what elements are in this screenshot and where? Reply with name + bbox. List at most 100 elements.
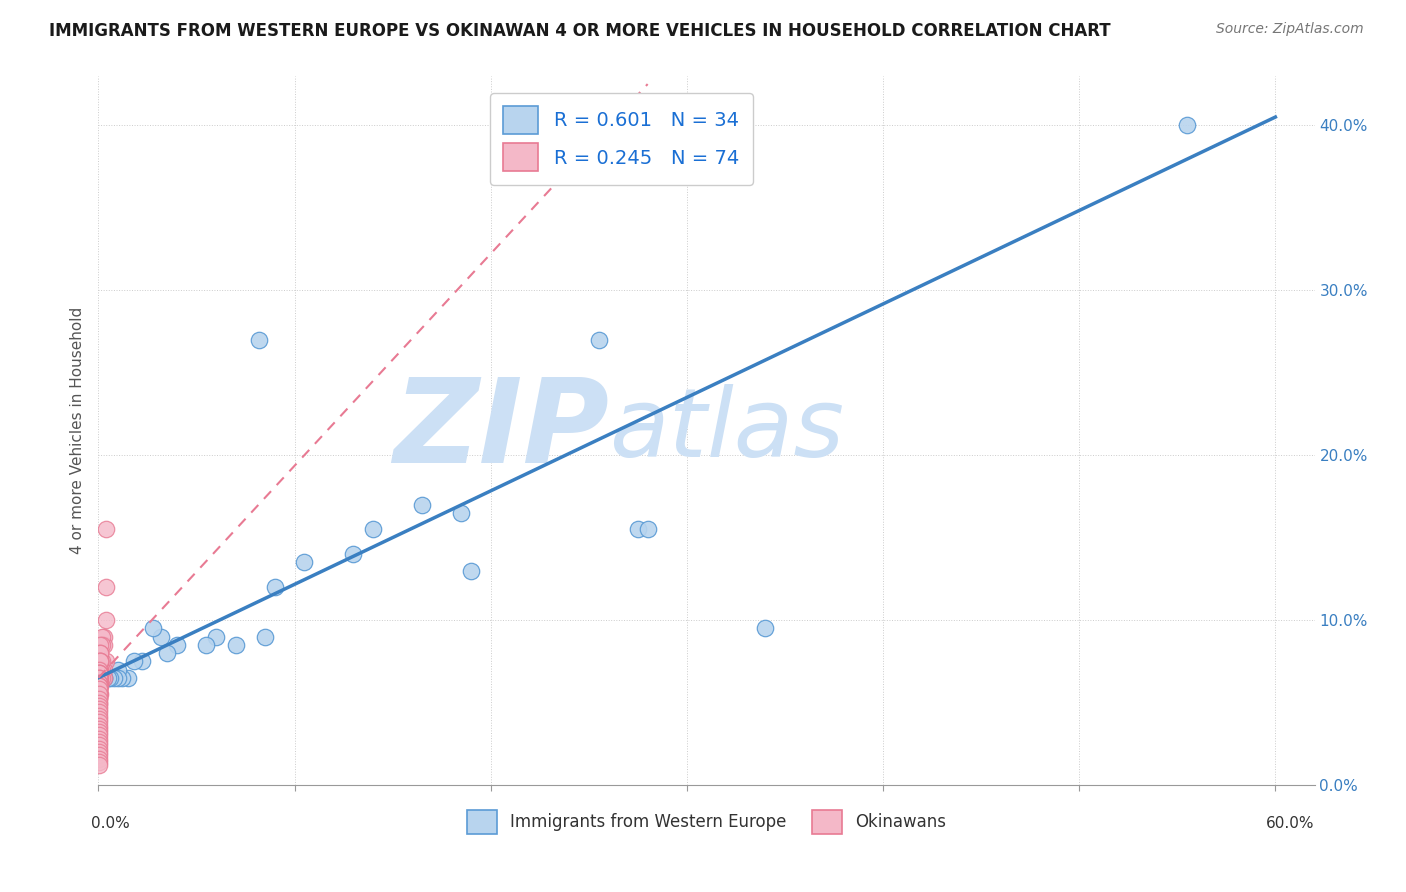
Point (87, 685, 110, 699)
Text: Source: ZipAtlas.com: Source: ZipAtlas.com (1216, 22, 1364, 37)
Point (87, 735, 110, 749)
Point (87, 731, 110, 746)
Point (292, 555, 315, 569)
Point (89, 663, 111, 677)
Point (247, 333, 270, 347)
Point (89, 663, 111, 677)
Point (87, 755, 110, 769)
Point (87, 671, 110, 685)
Point (91, 671, 114, 685)
Point (91, 663, 114, 677)
Point (87, 702, 110, 716)
Point (87, 748, 110, 763)
Point (225, 638, 247, 652)
Point (96, 580, 118, 594)
Point (89, 654, 111, 668)
Point (96, 522, 118, 536)
Point (89, 665, 111, 680)
Y-axis label: 4 or more Vehicles in Household: 4 or more Vehicles in Household (69, 307, 84, 554)
Point (87, 685, 110, 699)
Point (87, 682, 110, 697)
Point (87, 675, 110, 690)
Point (205, 630, 228, 644)
Text: ZIP: ZIP (394, 373, 609, 488)
Point (89, 671, 111, 685)
Point (87, 675, 110, 690)
Legend: Immigrants from Western Europe, Okinawans: Immigrants from Western Europe, Okinawan… (460, 804, 953, 840)
Point (87, 696, 110, 710)
Point (87, 698, 110, 713)
Point (87, 739, 110, 753)
Point (87, 758, 110, 772)
Point (89, 663, 111, 677)
Point (87, 725, 110, 739)
Point (96, 613, 118, 627)
Point (87, 679, 110, 693)
Point (87, 706, 110, 720)
Point (87, 682, 110, 697)
Point (264, 580, 287, 594)
Point (87, 718, 110, 732)
Point (87, 722, 110, 736)
Point (361, 522, 384, 536)
Point (87, 690, 110, 705)
Point (89, 671, 111, 685)
Point (91, 630, 114, 644)
Point (87, 671, 110, 685)
Point (103, 671, 125, 685)
Point (87, 712, 110, 726)
Point (87, 729, 110, 743)
Point (87, 682, 110, 697)
Point (342, 547, 364, 561)
Point (166, 638, 188, 652)
Point (87, 751, 110, 765)
Point (93, 663, 115, 677)
Point (91, 654, 114, 668)
Point (107, 663, 129, 677)
Point (89, 646, 111, 660)
Point (89, 654, 111, 668)
Point (754, 621, 776, 635)
Point (93, 671, 115, 685)
Point (87, 687, 110, 701)
Point (89, 665, 111, 680)
Point (89, 687, 111, 701)
Point (142, 621, 165, 635)
Point (87, 679, 110, 693)
Point (89, 654, 111, 668)
Point (89, 665, 111, 680)
Point (411, 498, 433, 512)
Point (87, 675, 110, 690)
Point (87, 715, 110, 730)
Point (637, 522, 659, 536)
Point (254, 630, 277, 644)
Point (87, 679, 110, 693)
Point (91, 638, 114, 652)
Point (87, 665, 110, 680)
Point (117, 671, 139, 685)
Point (131, 654, 153, 668)
Point (1175, 118, 1198, 132)
Point (89, 679, 111, 693)
Text: 60.0%: 60.0% (1267, 816, 1315, 831)
Point (89, 646, 111, 660)
Point (96, 654, 118, 668)
Point (107, 671, 129, 685)
Text: IMMIGRANTS FROM WESTERN EUROPE VS OKINAWAN 4 OR MORE VEHICLES IN HOUSEHOLD CORRE: IMMIGRANTS FROM WESTERN EUROPE VS OKINAW… (49, 22, 1111, 40)
Point (97, 671, 120, 685)
Text: 0.0%: 0.0% (91, 816, 131, 831)
Point (156, 646, 179, 660)
Point (89, 654, 111, 668)
Point (588, 333, 610, 347)
Point (93, 671, 115, 685)
Point (93, 630, 115, 644)
Point (89, 675, 111, 690)
Point (89, 671, 111, 685)
Point (460, 564, 482, 578)
Point (122, 654, 145, 668)
Point (150, 630, 173, 644)
Point (450, 506, 472, 520)
Point (87, 745, 110, 759)
Point (87, 687, 110, 701)
Point (87, 690, 110, 705)
